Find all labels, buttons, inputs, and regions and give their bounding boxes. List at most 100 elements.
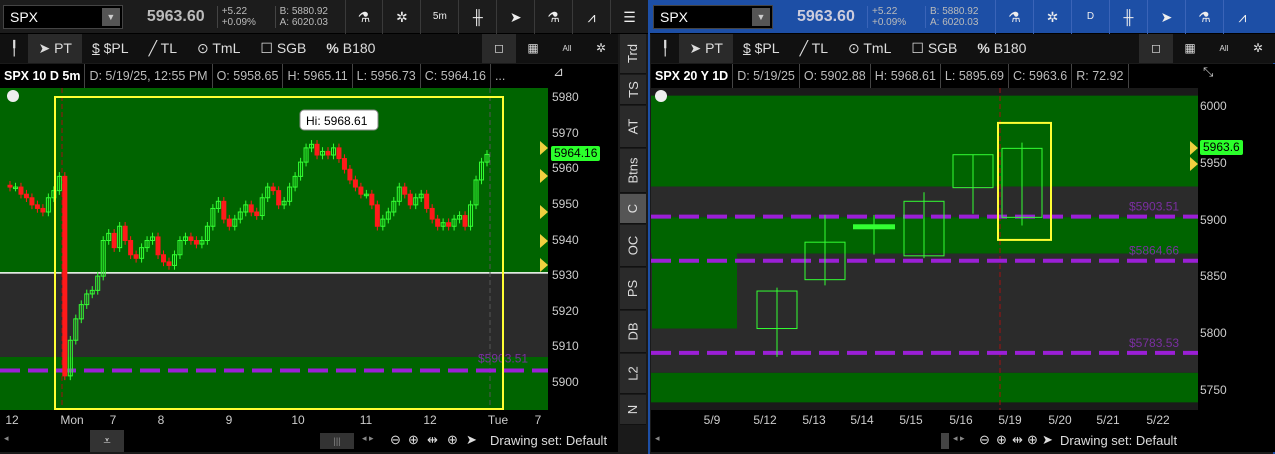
tool-b180[interactable]: % B180 [326, 40, 376, 56]
tool-label: $PL [754, 40, 780, 56]
side-tab-btns[interactable]: Btns [620, 149, 646, 193]
chevron-down-icon[interactable]: ▼ [101, 7, 120, 26]
candle-style-icon[interactable]: ╫ [1109, 0, 1147, 34]
side-tab-trd[interactable]: Trd [620, 34, 646, 74]
scroll-left-icon[interactable]: ◂ [4, 433, 9, 443]
tool-label: TL [160, 40, 177, 56]
flask-icon[interactable]: ⚗ [344, 0, 383, 34]
drawing-set-selector[interactable]: Drawing set: Default [490, 433, 608, 448]
scrollbar-thumb[interactable]: ||| [320, 433, 354, 449]
studies-icon[interactable]: ⚗ [534, 0, 572, 34]
all-button[interactable]: All [1219, 44, 1229, 53]
candle-body [298, 161, 304, 177]
drawing-set-selector[interactable]: Drawing set: Default [1060, 433, 1178, 448]
right-symbol-input[interactable]: SPX ▼ [653, 4, 773, 29]
menu-icon[interactable]: ☰ [610, 0, 648, 34]
single-layout-icon[interactable]: ◻ [482, 34, 516, 63]
zoom-out-icon[interactable]: ⊖ [390, 432, 401, 447]
side-tab-c[interactable]: C [620, 194, 646, 224]
side-tab-oc[interactable]: OC [620, 225, 646, 267]
tool-tl[interactable]: ╱ TL [799, 40, 828, 56]
chart-title: SPX 10 D 5m [0, 64, 86, 88]
settings-gear-icon[interactable]: ✲ [595, 41, 607, 55]
last-price: 5963.60 [146, 7, 205, 25]
side-tab-db[interactable]: DB [620, 311, 646, 353]
collapse-button[interactable]: ⩡ [90, 430, 124, 452]
time-tick: 5/13 [802, 413, 826, 427]
right-price-chart[interactable]: $5903.51 $5864.66 $5783.53 [651, 88, 1198, 410]
all-button[interactable]: All [562, 44, 572, 53]
tool-tl[interactable]: ╱ TL [148, 40, 177, 56]
scroll-arrows[interactable]: ◂ ▸ [362, 433, 374, 443]
candle-body [62, 175, 68, 377]
tool-pt[interactable]: ➤ PT [28, 34, 82, 63]
tool-tml[interactable]: ⊙ TmL [847, 40, 892, 56]
zoom-out-icon[interactable]: ⊖ [979, 432, 990, 447]
tool-spl[interactable]: $ $PL [91, 40, 129, 56]
tool-pt[interactable]: ➤ PT [679, 34, 733, 63]
candle-style-icon[interactable]: ╫ [458, 0, 496, 34]
candle-body [287, 186, 293, 202]
cursor-icon[interactable]: ➤ [1147, 0, 1185, 34]
side-tab-l2[interactable]: L2 [620, 354, 646, 394]
tool-sgb[interactable]: ☐ SGB [260, 40, 307, 56]
tool-spl[interactable]: $ $PL [742, 40, 780, 56]
single-layout-icon[interactable]: ◻ [1139, 34, 1173, 63]
tool-b180[interactable]: % B180 [977, 40, 1027, 56]
crosshair-icon[interactable]: ⊕ [447, 432, 458, 447]
alert-icon [7, 90, 19, 102]
info-low: L: 5956.73 [353, 64, 421, 88]
side-tab-ts[interactable]: TS [620, 75, 646, 105]
chevron-down-icon[interactable]: ▼ [752, 7, 770, 26]
flask-icon[interactable]: ⚗ [995, 0, 1033, 34]
cursor-icon[interactable]: ➤ [496, 0, 534, 34]
candle-body [171, 254, 177, 266]
left-bottom-bar: ◂ ⩡ ||| ◂ ▸ ⊖ ⊕ ⇹ ⊕ ➤ Drawing set: Defau… [0, 430, 618, 452]
timeframe-button[interactable]: 5m [420, 0, 458, 34]
pin-icon[interactable]: ╿ [661, 40, 670, 56]
grid-layout-icon[interactable]: ▦ [1184, 41, 1196, 55]
collapse-arrows-icon[interactable]: ⤡ [1203, 64, 1214, 79]
scroll-arrows[interactable]: ◂ ▸ [953, 433, 965, 443]
side-tab-ps[interactable]: PS [620, 268, 646, 310]
change-value: +5.22 [221, 5, 248, 17]
candle-body [161, 254, 167, 263]
candle-body [358, 186, 364, 195]
settings-gear-icon[interactable]: ✲ [1252, 41, 1264, 55]
studies-icon[interactable]: ⚗ [1185, 0, 1223, 34]
timeframe-button[interactable]: D [1071, 0, 1109, 34]
tool-sgb[interactable]: ☐ SGB [911, 40, 958, 56]
scrollbar-thumb[interactable] [941, 433, 949, 449]
gear-icon[interactable]: ✲ [1033, 0, 1071, 34]
zoom-in-icon[interactable]: ⊕ [408, 432, 419, 447]
candle-body [380, 218, 386, 227]
scroll-left-icon[interactable]: ◂ [655, 433, 660, 443]
pin-icon[interactable]: ╿ [10, 40, 19, 56]
tool-label: TL [811, 40, 828, 56]
crosshair-icon[interactable]: ⊕ [1027, 432, 1038, 447]
cursor-icon[interactable]: ➤ [1042, 432, 1053, 447]
right-axis-top [1198, 64, 1275, 88]
side-tab-at[interactable]: AT [620, 106, 646, 148]
drawing-icon[interactable]: ⩘ [1223, 0, 1261, 34]
gear-icon[interactable]: ✲ [382, 0, 420, 34]
candle-body [204, 225, 210, 241]
candle-body [435, 218, 441, 227]
candle-body [330, 147, 336, 156]
grid-layout-icon[interactable]: ▦ [527, 41, 539, 55]
tool-label: PT [54, 40, 72, 56]
left-symbol-input[interactable]: SPX ▼ [3, 4, 123, 29]
price-tick: 5910 [552, 339, 579, 354]
info-high: H: 5965.11 [283, 64, 353, 88]
pan-icon[interactable]: ⇹ [427, 432, 438, 447]
tool-tml[interactable]: ⊙ TmL [196, 40, 241, 56]
zoom-in-icon[interactable]: ⊕ [996, 432, 1007, 447]
side-tab-n[interactable]: N [620, 395, 646, 425]
pan-icon[interactable]: ⇹ [1012, 432, 1023, 447]
drawing-icon[interactable]: ⩘ [572, 0, 610, 34]
candle-body [111, 232, 117, 249]
info-more[interactable]: ... [494, 69, 506, 83]
cursor-icon[interactable]: ➤ [466, 432, 477, 447]
expand-icon[interactable]: ⊿ [553, 64, 564, 79]
